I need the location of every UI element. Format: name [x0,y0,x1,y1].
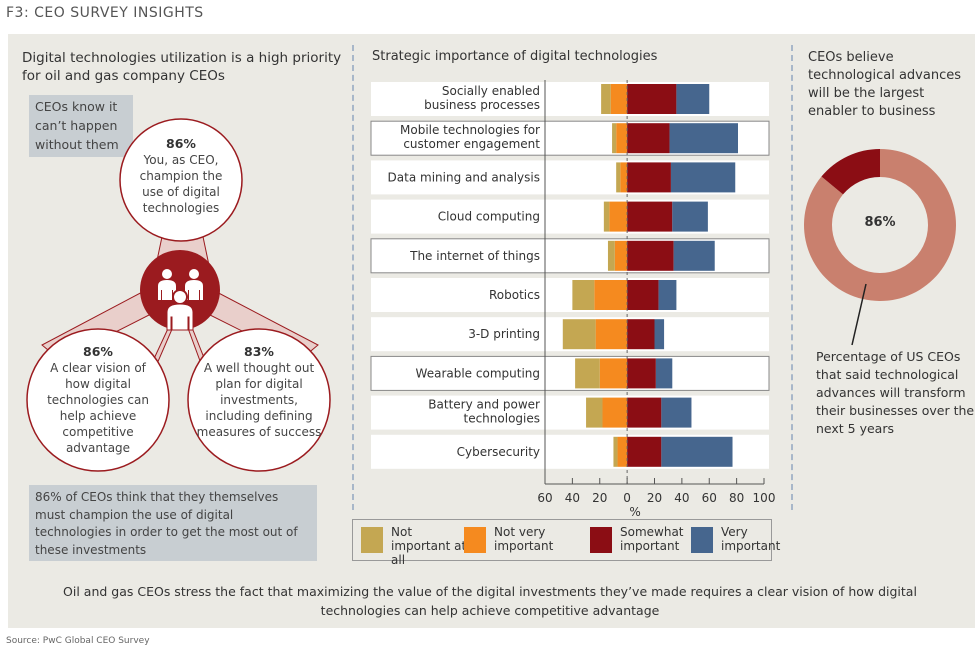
bubble-top-text: 86% You, as CEO, champion the use of dig… [131,136,231,216]
bottom-caption: Oil and gas CEOs stress the fact that ma… [63,584,917,618]
bubble-top [119,118,243,242]
donut-center-label: 86% [864,215,896,230]
source-note: Source: PwC Global CEO Survey [6,636,150,646]
legend-label-very: Very important [721,525,781,553]
bottom-note-box: 86% of CEOs think that they themselves m… [29,485,317,561]
bubble-left [26,328,170,472]
callout-box: CEOs know it can’t happen without them [29,95,133,157]
legend-swatch-not-very [464,527,486,553]
divider-right [791,45,793,510]
bubble-top-desc: You, as CEO, champion the use of digital… [139,153,223,215]
legend-item-very: Very important [691,525,791,553]
legend-label-not-very: Not very important [494,525,554,553]
legend-label-somewhat: Somewhat important [620,525,684,553]
legend-item-not-very: Not very important [464,525,564,553]
legend-swatch-not-at-all [361,527,383,553]
chart-title: Strategic importance of digital technolo… [372,49,658,64]
bubble-left-desc: A clear vision of how digital technologi… [47,361,149,455]
bubble-right-text: 83% A well thought out plan for digital … [195,344,323,440]
donut-description: Percentage of US CEOs that said technolo… [816,349,975,436]
legend-swatch-somewhat [590,527,612,553]
bubble-top-pct: 86% [166,136,196,151]
legend-item-not-at-all: Not important at all [361,525,473,567]
ceo-priorities-diagram [26,118,331,472]
bubble-right [187,328,331,472]
legend-item-somewhat: Somewhat important [590,525,694,553]
bubble-left-text: 86% A clear vision of how digital techno… [36,344,160,456]
figure-title: F3: CEO SURVEY INSIGHTS [6,5,204,21]
right-section-title: CEOs believe technological advances will… [808,50,961,119]
people-group-icon [140,250,220,331]
divider-left [352,45,354,510]
legend-label-not-at-all: Not important at all [391,525,467,567]
legend-swatch-very [691,527,713,553]
left-section-title: Digital technologies utilization is a hi… [22,50,342,84]
chart-legend: Not important at all Not very important … [352,519,780,567]
bubble-left-pct: 86% [83,344,113,359]
bubble-right-pct: 83% [244,344,274,359]
bubble-right-desc: A well thought out plan for digital inve… [196,361,322,439]
